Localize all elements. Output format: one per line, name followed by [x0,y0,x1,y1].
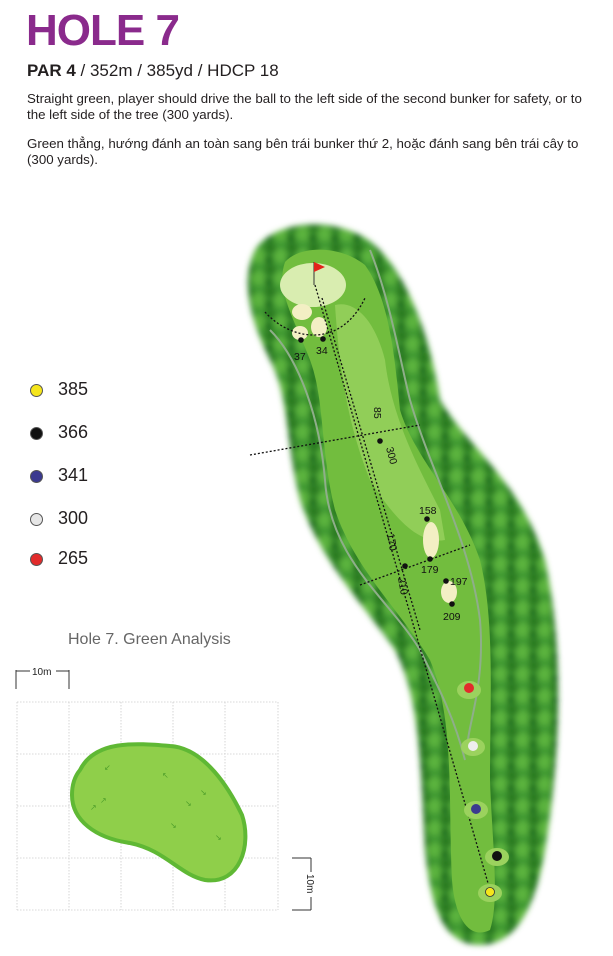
tee-blue [471,804,481,814]
dist-line [359,544,471,586]
marker-label: 210 [395,576,410,595]
legend-label: 341 [58,465,89,485]
bunker [292,304,312,320]
page-title: HOLE 7 [26,6,180,55]
svg-text:↗: ↗ [100,796,107,805]
flag-icon [314,262,325,272]
scale-x-label: 10m [32,667,51,678]
tee-black [492,851,502,861]
bunker [311,317,327,337]
bunker [441,581,457,603]
marker-label: 158 [419,505,437,517]
tee-yellow [485,887,495,897]
tee-black-icon [30,427,43,440]
tee-red [464,683,474,693]
svg-text:↘: ↘ [215,833,222,842]
description-vi: Green thẳng, hướng đánh an toàn sang bên… [27,136,579,167]
marker-label: 209 [443,611,461,623]
tee-white [468,741,478,751]
hole-info: PAR 4 / 352m / 385yd / HDCP 18 [27,61,279,81]
scale-bar-y [292,857,312,911]
svg-text:↗: ↗ [90,803,97,812]
par: PAR 4 [27,61,76,80]
marker-label: 34 [316,345,328,357]
legend-label: 366 [58,422,89,442]
slope-arrows: ↙ ↗↗ ↖ ↘ ↘ ↘ ↘ [90,763,222,842]
tee-blue-icon [30,470,43,483]
marker-label: 85 [371,407,383,419]
green [280,263,346,307]
legend-label: 265 [58,548,89,568]
aim-line [314,284,491,891]
svg-text:↘: ↘ [170,821,177,830]
fairway [282,249,495,933]
marker-label: 179 [421,564,439,576]
green-shape [69,742,248,883]
hole-stats: / 352m / 385yd / HDCP 18 [75,61,279,80]
bunker [423,522,439,558]
aim-line [321,297,421,631]
tee-yellow-icon [30,384,43,397]
scale-y-label: 10m [304,874,315,893]
tee-white-icon [30,513,43,526]
tee-red-icon [30,553,43,566]
svg-text:↙: ↙ [104,763,111,772]
tee-boxes [457,681,509,902]
description-en: Straight green, player should drive the … [27,91,582,122]
distance-markers: 37 34 85 300 158 179 170 210 197 209 [294,336,468,623]
legend-label: 385 [58,379,89,399]
scale-bar-x [15,670,70,689]
marker-label: 37 [294,351,306,363]
dist-line [249,424,421,456]
svg-text:↖: ↖ [162,771,169,780]
svg-text:↘: ↘ [200,788,207,797]
marker-label: 197 [450,576,468,588]
legend-label: 300 [58,508,89,528]
svg-text:↘: ↘ [185,799,192,808]
cart-path [269,329,466,761]
arc-line [264,297,366,336]
green-analysis-title: Hole 7. Green Analysis [68,631,231,648]
marker-label: 300 [383,446,399,466]
marker-label: 170 [384,532,399,551]
fairway-stripes [335,304,445,541]
